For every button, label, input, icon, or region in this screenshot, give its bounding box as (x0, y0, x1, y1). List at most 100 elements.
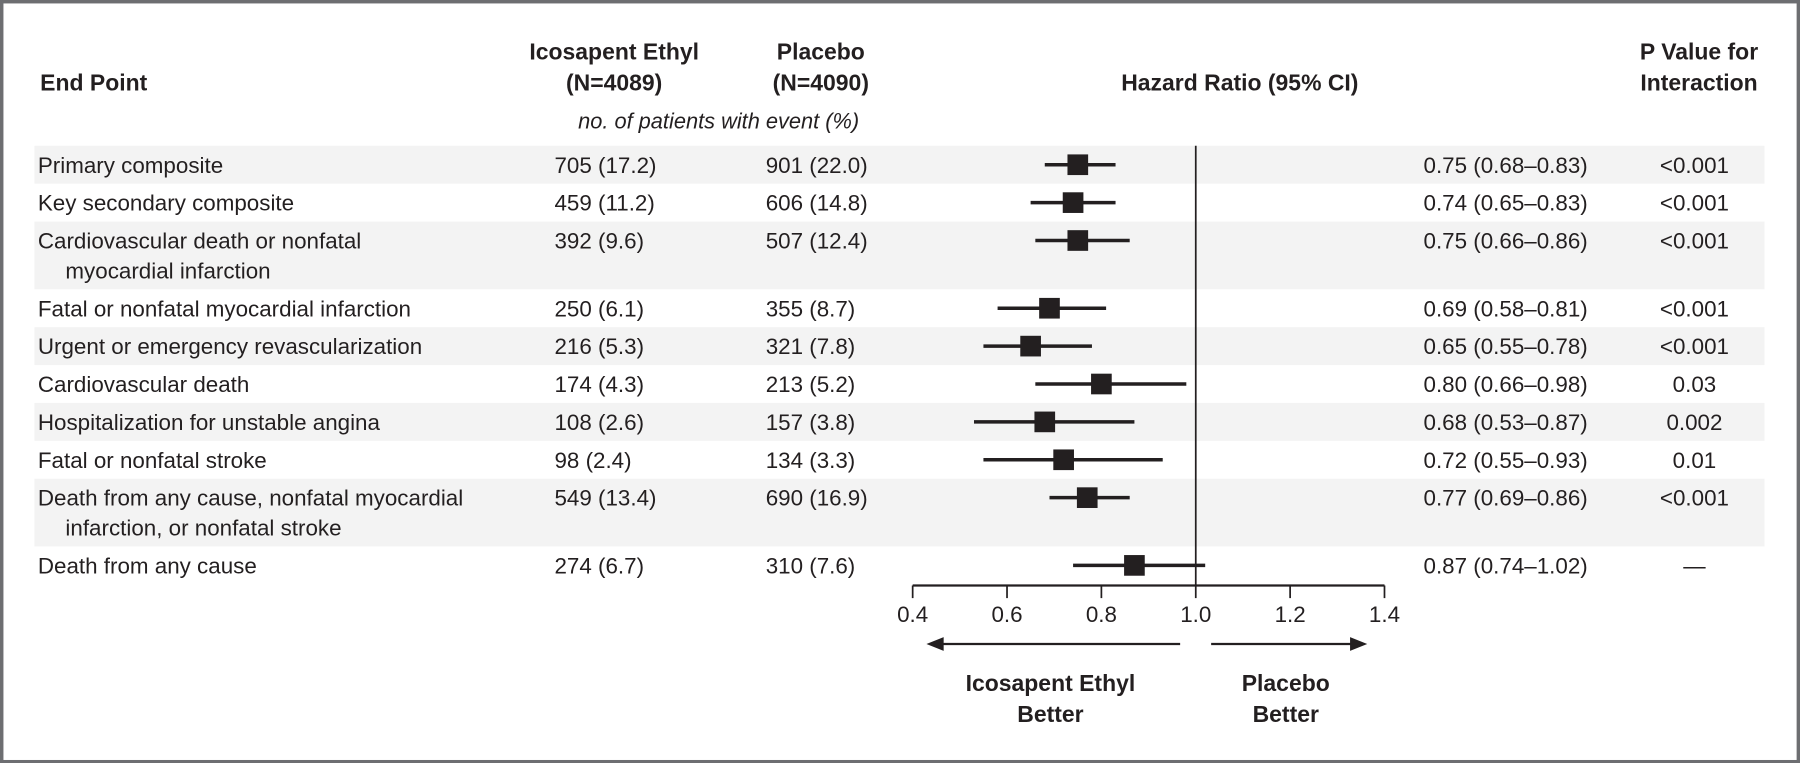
row-stripe (34, 478, 1765, 547)
p-value: <0.001 (1660, 153, 1729, 178)
p-value: <0.001 (1660, 229, 1729, 254)
end-point-label: Fatal or nonfatal myocardial infarction (38, 296, 411, 321)
hazard-ratio-marker (1067, 230, 1089, 251)
hazard-ratio-marker (1124, 555, 1145, 576)
table-row: Cardiovascular death 174 (4.3) 213 (5.2) 0.… (38, 372, 1716, 397)
group2-events: 690 (16.9) (766, 486, 868, 511)
hazard-ratio-marker (1034, 411, 1056, 433)
hazard-ratio-marker (1039, 297, 1060, 319)
group1-events: 250 (6.1) (554, 296, 644, 321)
p-value: 0.01 (1673, 448, 1717, 473)
end-point-label: Urgent or emergency revascularization (38, 334, 422, 359)
end-point-label: Primary composite (38, 153, 223, 178)
events-subtitle: no. of patients with event (%) (578, 109, 859, 134)
group1-events: 459 (11.2) (554, 191, 654, 216)
row-stripe (34, 221, 1765, 290)
header-p-value-line2: Interaction (1640, 70, 1757, 96)
hazard-ratio-text: 0.65 (0.55–0.78) (1424, 334, 1588, 359)
p-value: <0.001 (1660, 334, 1729, 359)
hazard-ratio-text: 0.75 (0.68–0.83) (1424, 153, 1588, 178)
x-tick-label: 1.4 (1369, 602, 1400, 627)
hazard-ratio-marker (1076, 487, 1098, 508)
row-stripe (34, 327, 1765, 366)
hazard-ratio-text: 0.80 (0.66–0.98) (1424, 372, 1588, 397)
x-tick-label: 0.4 (897, 602, 928, 627)
header-group1-n: (N=4089) (566, 70, 662, 96)
end-point-label: infarction, or nonfatal stroke (65, 516, 341, 541)
group1-events: 98 (2.4) (554, 448, 631, 473)
end-point-label: Hospitalization for unstable angina (38, 410, 381, 435)
hazard-ratio-marker (1067, 154, 1089, 176)
hazard-ratio-marker (1020, 335, 1041, 357)
group2-events: 310 (7.6) (766, 553, 856, 578)
header-hazard-ratio: Hazard Ratio (95% CI) (1121, 70, 1358, 96)
x-tick-label: 0.8 (1086, 602, 1117, 627)
right-direction-label-line2: Better (1253, 701, 1319, 727)
hazard-ratio-text: 0.68 (0.53–0.87) (1424, 410, 1588, 435)
header-end-point: End Point (40, 70, 147, 96)
group2-events: 321 (7.8) (766, 334, 856, 359)
header-p-value-line1: P Value for (1640, 39, 1758, 65)
end-point-label: Death from any cause (38, 553, 257, 578)
hazard-ratio-text: 0.77 (0.69–0.86) (1424, 486, 1588, 511)
group1-events: 274 (6.7) (554, 553, 644, 578)
hazard-ratio-marker (1053, 449, 1074, 471)
hazard-ratio-marker (1062, 192, 1084, 213)
right-arrow-head (1350, 637, 1368, 651)
hazard-ratio-marker (1091, 373, 1112, 395)
table-row: Death from any cause, nonfatal myocardia… (38, 486, 1729, 541)
group1-events: 705 (17.2) (554, 153, 656, 178)
group2-events: 355 (8.7) (766, 296, 856, 321)
left-direction-label-line1: Icosapent Ethyl (966, 670, 1136, 696)
end-point-label: Cardiovascular death (38, 372, 249, 397)
hazard-ratio-text: 0.74 (0.65–0.83) (1424, 191, 1588, 216)
row-stripe (34, 402, 1765, 441)
p-value: <0.001 (1660, 486, 1729, 511)
group1-events: 174 (4.3) (554, 372, 644, 397)
x-tick-label: 1.2 (1275, 602, 1306, 627)
group2-events: 606 (14.8) (766, 191, 868, 216)
hazard-ratio-text: 0.72 (0.55–0.93) (1424, 448, 1588, 473)
table-row: Fatal or nonfatal myocardial infarction 2… (38, 296, 1729, 321)
table-row: Key secondary composite 459 (11.2) 606 (14… (38, 191, 1729, 216)
header-group2-n: (N=4090) (773, 70, 869, 96)
p-value: 0.03 (1673, 372, 1717, 397)
p-value: — (1683, 553, 1706, 578)
end-point-label: Fatal or nonfatal stroke (38, 448, 267, 473)
header-group1-name: Icosapent Ethyl (529, 39, 699, 65)
left-arrow-head (926, 637, 944, 651)
table-row: Primary composite 705 (17.2) 901 (22.0) 0.7… (38, 153, 1729, 178)
group1-events: 392 (9.6) (554, 229, 644, 254)
group1-events: 549 (13.4) (554, 486, 656, 511)
end-point-label: Death from any cause, nonfatal myocardia… (38, 486, 463, 511)
table-row: Cardiovascular death or nonfatal myocardi… (38, 229, 1729, 284)
hazard-ratio-text: 0.75 (0.66–0.86) (1424, 229, 1588, 254)
row-stripe (34, 145, 1765, 184)
p-value: <0.001 (1660, 191, 1729, 216)
x-tick-label: 1.0 (1180, 602, 1211, 627)
table-row: Death from any cause 274 (6.7) 310 (7.6) 0.… (38, 553, 1706, 578)
left-direction-label-line2: Better (1017, 701, 1083, 727)
group1-events: 108 (2.6) (554, 410, 644, 435)
group2-events: 157 (3.8) (766, 410, 856, 435)
end-point-label: Cardiovascular death or nonfatal (38, 229, 361, 254)
group2-events: 213 (5.2) (766, 372, 856, 397)
table-row: Fatal or nonfatal stroke 98 (2.4) 134 (3.3… (38, 448, 1716, 473)
x-tick-label: 0.6 (991, 602, 1022, 627)
group1-events: 216 (5.3) (554, 334, 644, 359)
header-group2-name: Placebo (777, 39, 865, 65)
p-value: 0.002 (1666, 410, 1722, 435)
table-row: Hospitalization for unstable angina 108 (… (38, 410, 1723, 435)
group2-events: 507 (12.4) (766, 229, 868, 254)
end-point-label: Key secondary composite (38, 191, 294, 216)
right-direction-label-line1: Placebo (1242, 670, 1330, 696)
hazard-ratio-text: 0.87 (0.74–1.02) (1424, 553, 1588, 578)
p-value: <0.001 (1660, 296, 1729, 321)
group2-events: 134 (3.3) (766, 448, 856, 473)
group2-events: 901 (22.0) (766, 153, 868, 178)
hazard-ratio-text: 0.69 (0.58–0.81) (1424, 296, 1588, 321)
end-point-label: myocardial infarction (65, 258, 270, 283)
